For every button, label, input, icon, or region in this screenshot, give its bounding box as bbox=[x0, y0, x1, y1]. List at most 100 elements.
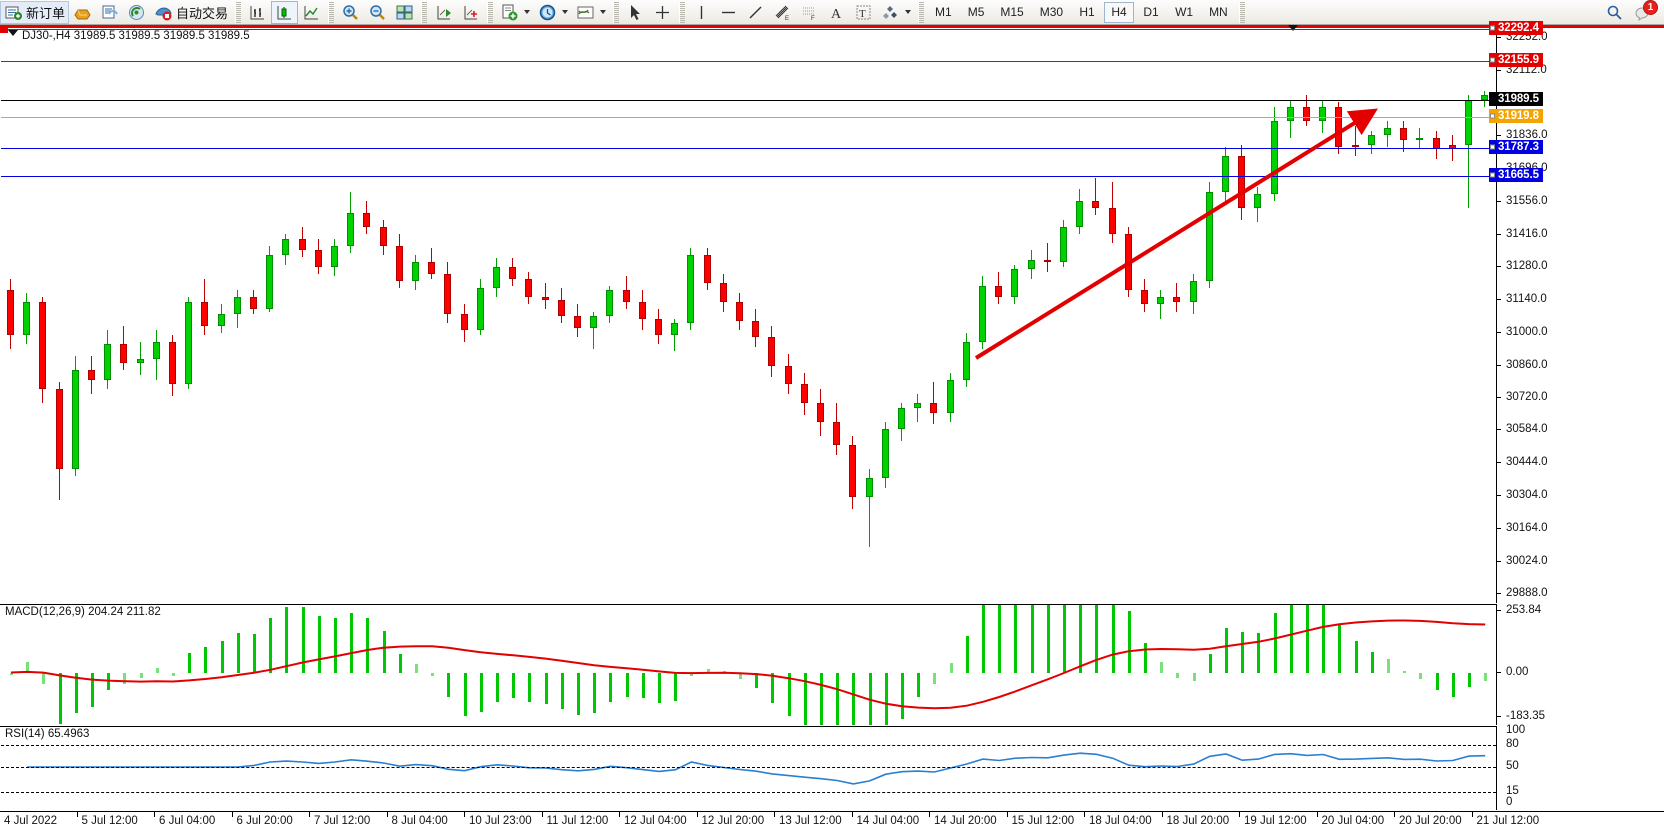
macd-plot-area[interactable] bbox=[1, 605, 1496, 725]
text-button[interactable]: A bbox=[823, 1, 850, 24]
candle-body bbox=[282, 238, 290, 256]
timeframe-h4[interactable]: H4 bbox=[1104, 1, 1135, 23]
price-level-line[interactable] bbox=[1, 176, 1496, 178]
auto-trading-button[interactable]: 自动交易 bbox=[150, 1, 232, 24]
timeframe-m30[interactable]: M30 bbox=[1039, 5, 1064, 19]
chart-shift-button[interactable] bbox=[430, 1, 457, 24]
tile-windows-button[interactable] bbox=[391, 1, 418, 24]
new-order-button[interactable]: 新订单 bbox=[0, 0, 70, 24]
bar-chart-button[interactable] bbox=[244, 1, 271, 24]
auto-trading-icon bbox=[155, 6, 172, 20]
search-button[interactable] bbox=[1601, 1, 1628, 24]
last-price-label[interactable]: 31989.5 bbox=[1489, 92, 1543, 107]
templates-button[interactable] bbox=[572, 1, 610, 24]
horizontal-line-button[interactable] bbox=[715, 1, 742, 24]
candle-body bbox=[979, 285, 986, 343]
candlestick bbox=[120, 26, 129, 603]
trendline-button[interactable] bbox=[742, 1, 769, 24]
candlestick bbox=[250, 26, 259, 603]
candle-body bbox=[1432, 137, 1440, 150]
timeframe-m1[interactable]: M1 bbox=[935, 5, 952, 19]
time-tick bbox=[154, 812, 155, 817]
time-axis[interactable]: 4 Jul 2022 5 Jul 12:00 6 Jul 04:00 6 Jul 20… bbox=[0, 811, 1664, 833]
period-button[interactable] bbox=[534, 1, 572, 24]
support-line-31665[interactable]: 31665.5 bbox=[1489, 168, 1543, 183]
candle-body bbox=[590, 316, 598, 328]
price-scale[interactable]: 32252.032112.031836.031696.031556.031416… bbox=[1489, 21, 1664, 603]
support-line-31787[interactable]: 31787.3 bbox=[1489, 139, 1543, 154]
signals-button[interactable] bbox=[123, 1, 150, 24]
macd-histogram-bar bbox=[884, 672, 888, 725]
timeframe-d1[interactable]: D1 bbox=[1143, 5, 1159, 19]
toolbar-separator bbox=[679, 1, 686, 23]
price-level-line[interactable] bbox=[1, 147, 1496, 149]
market-watch-button[interactable] bbox=[96, 1, 123, 24]
text-label-button[interactable]: T bbox=[850, 1, 877, 24]
price-pane[interactable]: DJ30-,H4 31989.5 31989.5 31989.5 31989.5… bbox=[0, 21, 1664, 603]
cursor-button[interactable] bbox=[622, 1, 649, 24]
time-label: 15 Jul 12:00 bbox=[1011, 815, 1075, 827]
macd-histogram-bar bbox=[998, 605, 1002, 673]
chevron-down-icon[interactable] bbox=[600, 10, 607, 14]
candle-body bbox=[347, 212, 355, 246]
gold-bar-button[interactable] bbox=[69, 1, 96, 24]
time-tick bbox=[1471, 812, 1473, 817]
timeframe-w1[interactable]: W1 bbox=[1175, 5, 1194, 19]
price-level-line[interactable] bbox=[1, 61, 1496, 63]
macd-histogram-bar bbox=[220, 640, 224, 673]
macd-histogram-bar bbox=[1306, 605, 1309, 673]
candlestick-chart-button[interactable] bbox=[271, 0, 299, 24]
price-level-line[interactable] bbox=[1, 116, 1496, 118]
chevron-down-icon[interactable] bbox=[524, 10, 531, 14]
order-line-31919[interactable]: 31919.8 bbox=[1489, 108, 1543, 123]
macd-pane[interactable]: MACD(12,26,9) 204.24 211.82 253.84 0.00 -1… bbox=[0, 604, 1664, 725]
candle-wick bbox=[1046, 243, 1048, 272]
candlestick bbox=[88, 26, 97, 603]
candlestick bbox=[1400, 26, 1409, 603]
timeframe-mn[interactable]: MN bbox=[1209, 5, 1228, 19]
resistance-line-32292[interactable]: 32292.4 bbox=[1489, 21, 1543, 35]
macd-histogram-bar bbox=[463, 672, 467, 716]
price-level-line[interactable] bbox=[1, 100, 1496, 102]
zoom-in-button[interactable] bbox=[337, 1, 364, 24]
equidistant-channel-button[interactable]: E bbox=[769, 1, 796, 24]
crosshair-button[interactable] bbox=[649, 1, 676, 24]
rsi-level-line bbox=[1, 792, 1496, 794]
rsi-plot-area[interactable] bbox=[1, 727, 1496, 810]
line-drag-handle[interactable] bbox=[1490, 172, 1495, 178]
chart-menu-caret-icon[interactable] bbox=[8, 30, 18, 36]
macd-histogram-bar bbox=[852, 672, 856, 725]
candle-body bbox=[1011, 269, 1019, 298]
candlestick bbox=[23, 26, 32, 603]
macd-histogram-bar bbox=[658, 672, 661, 704]
fibonacci-button[interactable]: F bbox=[796, 1, 823, 24]
vertical-line-button[interactable] bbox=[688, 1, 715, 24]
shapes-button[interactable] bbox=[877, 1, 915, 24]
line-drag-handle[interactable] bbox=[1490, 144, 1495, 150]
candlestick bbox=[817, 26, 826, 603]
timeframe-m5[interactable]: M5 bbox=[967, 5, 985, 19]
line-chart-button[interactable] bbox=[298, 1, 325, 24]
chevron-down-icon[interactable] bbox=[562, 10, 569, 14]
macd-signal-line bbox=[10, 619, 1486, 710]
auto-scroll-button[interactable] bbox=[457, 1, 484, 24]
line-drag-handle[interactable] bbox=[1490, 113, 1495, 119]
candlestick bbox=[314, 26, 324, 603]
candle-wick bbox=[868, 468, 870, 547]
price-plot-area[interactable] bbox=[1, 26, 1496, 603]
timeframe-m15[interactable]: M15 bbox=[1000, 5, 1024, 19]
add-indicator-button[interactable] bbox=[496, 1, 534, 24]
chevron-down-icon[interactable] bbox=[905, 10, 912, 14]
timeframe-h1[interactable]: H1 bbox=[1079, 5, 1095, 19]
line-drag-handle[interactable] bbox=[1490, 25, 1495, 31]
notifications-button[interactable]: 1 bbox=[1634, 0, 1658, 23]
macd-histogram-bar bbox=[1079, 605, 1083, 673]
zoom-out-button[interactable] bbox=[364, 1, 391, 24]
price-level-line[interactable] bbox=[1, 29, 1496, 30]
chart-container[interactable]: DJ30-,H4 31989.5 31989.5 31989.5 31989.5… bbox=[0, 21, 1664, 833]
resistance-line-32155[interactable]: 32155.9 bbox=[1489, 53, 1543, 68]
svg-text:T: T bbox=[859, 8, 866, 20]
rsi-pane[interactable]: RSI(14) 65.4963 100 80 50 15 0 bbox=[0, 724, 1664, 810]
macd-histogram-bar bbox=[91, 672, 94, 708]
line-drag-handle[interactable] bbox=[1490, 57, 1495, 63]
